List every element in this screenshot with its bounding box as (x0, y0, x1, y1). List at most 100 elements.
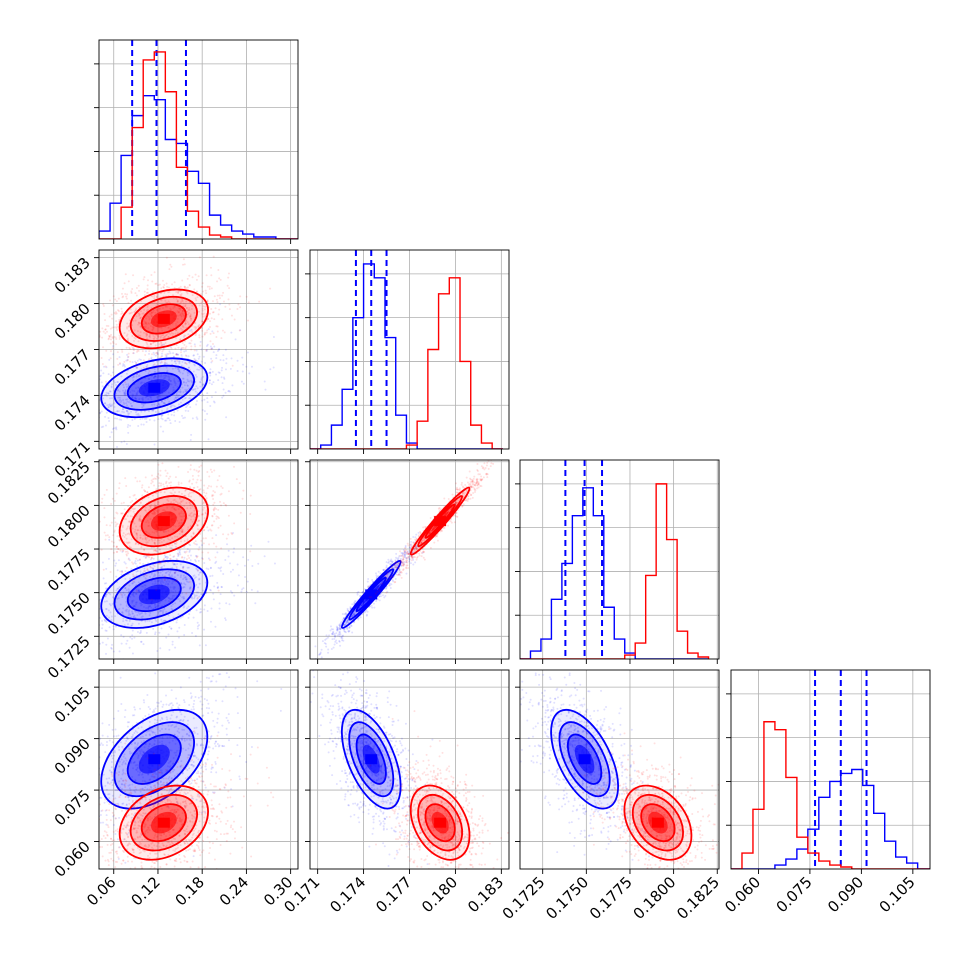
scatter-point (154, 618, 157, 621)
scatter-point (109, 405, 112, 408)
scatter-point (264, 388, 267, 391)
scatter-point (193, 359, 196, 362)
scatter-point (116, 550, 119, 553)
scatter-point (158, 482, 161, 485)
scatter-point (197, 586, 200, 589)
scatter-point (189, 397, 192, 400)
scatter-point (205, 348, 208, 351)
scatter-point (167, 352, 170, 355)
scatter-point (143, 567, 146, 570)
scatter-point (100, 548, 103, 551)
scatter-point (204, 418, 207, 421)
scatter-point (180, 581, 183, 584)
scatter-point (242, 382, 245, 385)
scatter-point (157, 463, 160, 466)
scatter-point (123, 393, 126, 396)
scatter-point (193, 357, 196, 360)
panel-content (310, 460, 509, 659)
scatter-point (166, 472, 169, 475)
scatter-point (380, 582, 383, 585)
scatter-point (173, 398, 176, 401)
scatter-point (128, 590, 131, 593)
scatter-point (163, 564, 166, 567)
scatter-point (100, 426, 103, 429)
scatter-point (164, 619, 167, 622)
scatter-point (176, 562, 179, 565)
scatter-point (164, 341, 167, 344)
scatter-point (228, 308, 231, 311)
scatter-point (202, 529, 205, 532)
scatter-point (169, 557, 172, 560)
scatter-point (122, 401, 125, 404)
scatter-point (238, 329, 241, 332)
scatter-point (160, 610, 163, 613)
scatter-point (179, 338, 182, 341)
scatter-point (139, 364, 142, 367)
scatter-point (245, 590, 248, 593)
scatter-point (183, 556, 186, 559)
scatter-point (162, 285, 165, 288)
scatter-point (120, 573, 123, 576)
scatter-point (154, 410, 157, 413)
scatter-point (176, 558, 179, 561)
scatter-point (395, 552, 398, 555)
scatter-point (183, 285, 186, 288)
scatter-point (222, 572, 225, 575)
scatter-point (134, 610, 137, 613)
scatter-point (338, 640, 341, 643)
scatter-point (225, 357, 228, 360)
scatter-point (145, 291, 148, 294)
scatter-point (147, 279, 150, 282)
scatter-point (196, 296, 199, 299)
scatter-point (218, 348, 221, 351)
scatter-point (144, 577, 147, 580)
scatter-point (166, 285, 169, 288)
scatter-point (118, 539, 121, 542)
scatter-point (103, 402, 106, 405)
scatter-point (180, 347, 183, 350)
scatter-point (110, 540, 113, 543)
scatter-point (129, 391, 132, 394)
scatter-point (400, 576, 403, 579)
scatter-point (170, 627, 173, 630)
scatter-point (180, 294, 183, 297)
scatter-point (139, 590, 142, 593)
scatter-point (99, 616, 102, 619)
scatter-point (169, 379, 172, 382)
scatter-point (135, 525, 138, 528)
scatter-point (144, 326, 147, 329)
scatter-point (107, 609, 110, 612)
scatter-point (126, 327, 129, 330)
scatter-point (186, 384, 189, 387)
scatter-point (111, 336, 114, 339)
scatter-point (125, 334, 128, 337)
scatter-point (137, 386, 140, 389)
scatter-point (184, 347, 187, 350)
scatter-point (195, 278, 198, 281)
scatter-point (209, 567, 212, 570)
scatter-point (225, 416, 228, 419)
scatter-point (132, 616, 135, 619)
scatter-point (242, 489, 245, 492)
scatter-point (213, 501, 216, 504)
scatter-point (137, 321, 140, 324)
scatter-point (129, 312, 132, 315)
scatter-point (128, 620, 131, 623)
scatter-point (153, 371, 156, 374)
scatter-point (112, 541, 115, 544)
scatter-point (168, 457, 170, 459)
scatter-point (224, 619, 227, 622)
scatter-point (150, 343, 153, 346)
scatter-point (143, 308, 146, 311)
scatter-point (131, 376, 134, 379)
scatter-point (166, 557, 169, 560)
scatter-point (361, 591, 364, 594)
scatter-point (216, 586, 219, 589)
scatter-point (120, 310, 123, 313)
scatter-point (243, 564, 246, 567)
scatter-point (168, 400, 171, 403)
scatter-point (400, 551, 403, 554)
scatter-point (165, 375, 168, 378)
scatter-point (167, 413, 170, 416)
scatter-point (181, 325, 184, 328)
